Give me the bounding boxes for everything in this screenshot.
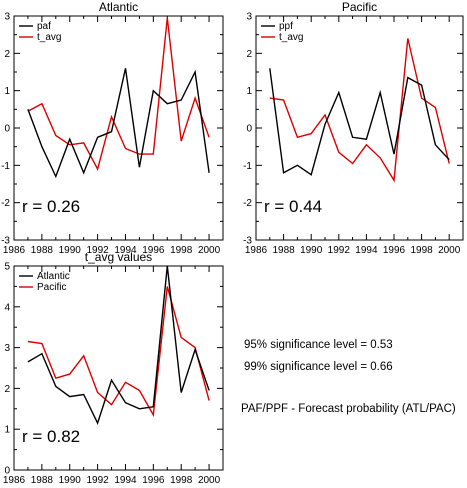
x-tick-label: 1992 <box>86 475 109 486</box>
x-tick-label: 1994 <box>114 475 137 486</box>
y-tick-label: -2 <box>243 198 252 209</box>
series-line-t-avg <box>27 17 210 172</box>
chart-title: t_avg values <box>85 250 152 264</box>
y-tick-label: -2 <box>1 198 10 209</box>
sig99-note: 99% significance level = 0.66 <box>244 361 393 373</box>
x-tick-label: 1988 <box>31 245 54 256</box>
correlation-label: r = 0.82 <box>22 427 80 446</box>
y-tick-label: 5 <box>4 262 10 273</box>
correlation-label: r = 0.26 <box>22 197 80 216</box>
x-tick-label: 1994 <box>114 245 137 256</box>
legend-label-atlantic: Atlantic <box>37 271 70 282</box>
x-tick-label: 1992 <box>86 245 109 256</box>
x-tick-label: 1998 <box>170 475 193 486</box>
y-tick-label: 1 <box>4 86 10 97</box>
x-tick-label: 1986 <box>245 245 268 256</box>
chart-atlantic: Atlantic 1986 1988 1990 1992 1994 1996 1998 2000… <box>1 0 224 256</box>
x-tick-label: 2000 <box>198 245 221 256</box>
chart-title: Pacific <box>342 0 377 14</box>
y-tick-label: 3 <box>246 12 252 23</box>
y-tick-label: -3 <box>1 236 10 247</box>
y-tick-label: 4 <box>4 302 10 313</box>
x-tick-label: 1988 <box>31 475 54 486</box>
y-tick-label: 3 <box>4 12 10 23</box>
x-tick-label: 1990 <box>300 245 323 256</box>
x-tick-label: 1986 <box>3 245 26 256</box>
series-line-t-avg <box>269 38 450 183</box>
y-tick-label: 0 <box>4 124 10 135</box>
x-tick-label: 1990 <box>59 475 82 486</box>
series-line-atlantic <box>27 265 210 425</box>
y-tick-label: 1 <box>246 86 252 97</box>
forecast-prob-note: PAF/PPF - Forecast probability (ATL/PAC) <box>241 403 456 415</box>
chart-pacific: Pacific 1986 1988 1990 1992 1994 1996 1998 2000 -… <box>243 0 464 256</box>
x-tick-label: 1992 <box>328 245 351 256</box>
y-tick-label: -1 <box>243 161 252 172</box>
y-tick-label: 2 <box>4 384 10 395</box>
y-tick-label: 2 <box>246 49 252 60</box>
y-tick-label: -3 <box>243 236 252 247</box>
y-tick-label: -1 <box>1 161 10 172</box>
x-tick-label: 1996 <box>142 475 165 486</box>
y-tick-label: 0 <box>246 124 252 135</box>
x-tick-label: 1998 <box>410 245 433 256</box>
series-line-paf <box>27 68 210 179</box>
y-tick-label: 3 <box>4 343 10 354</box>
legend-label-t-avg: t_avg <box>37 32 61 43</box>
series-line-pacific <box>27 286 210 418</box>
y-tick-label: 2 <box>4 49 10 60</box>
correlation-label: r = 0.44 <box>264 197 322 216</box>
x-tick-label: 2000 <box>438 245 461 256</box>
legend-label-pacific: Pacific <box>37 282 66 293</box>
chart-title: Atlantic <box>99 0 138 14</box>
y-tick-label: 0 <box>4 466 10 477</box>
x-tick-label: 2000 <box>198 475 221 486</box>
x-tick-label: 1994 <box>355 245 378 256</box>
y-tick-label: 1 <box>4 425 10 436</box>
x-tick-label: 1996 <box>142 245 165 256</box>
series-line-ppf <box>269 68 450 176</box>
legend-label-t-avg: t_avg <box>279 32 303 43</box>
x-tick-label: 1996 <box>383 245 406 256</box>
sig95-note: 95% significance level = 0.53 <box>244 339 393 351</box>
x-tick-label: 1990 <box>59 245 82 256</box>
chart-t-avg-values: t_avg values 1986 1988 1990 1992 1994 1996 1998… <box>3 250 224 486</box>
x-tick-label: 1986 <box>3 475 26 486</box>
x-tick-label: 1988 <box>272 245 295 256</box>
x-tick-label: 1998 <box>170 245 193 256</box>
legend-label-ppf: ppf <box>279 21 293 32</box>
legend-label-paf: paf <box>37 21 51 32</box>
